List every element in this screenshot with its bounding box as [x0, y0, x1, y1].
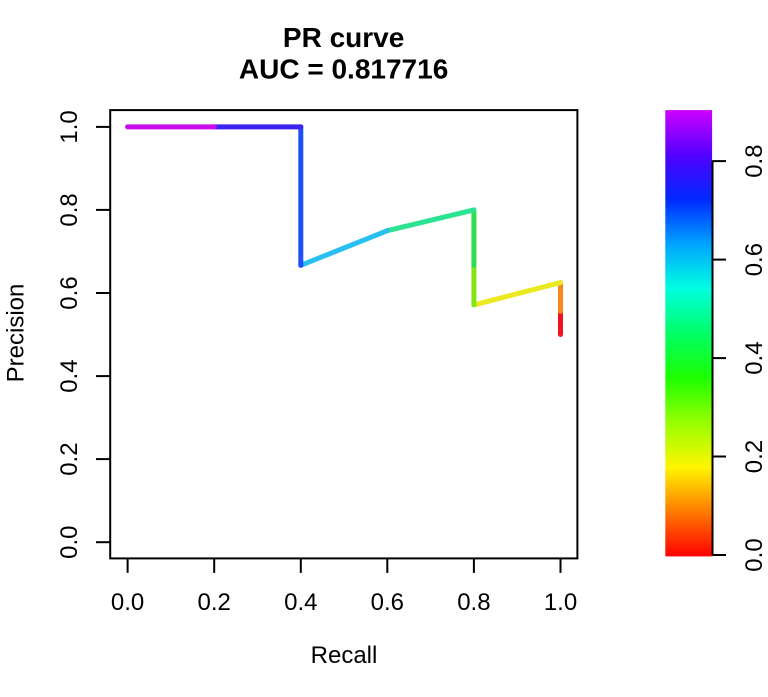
- svg-text:Recall: Recall: [311, 642, 378, 669]
- svg-text:AUC = 0.817716: AUC = 0.817716: [239, 54, 448, 85]
- svg-text:0.2: 0.2: [741, 440, 768, 473]
- svg-text:0.6: 0.6: [741, 243, 768, 276]
- svg-text:PR curve: PR curve: [283, 22, 404, 53]
- svg-text:Precision: Precision: [2, 284, 29, 383]
- svg-text:0.4: 0.4: [741, 341, 768, 374]
- svg-text:0.0: 0.0: [111, 589, 144, 616]
- svg-text:0.8: 0.8: [741, 144, 768, 177]
- svg-text:0.6: 0.6: [56, 276, 83, 309]
- svg-text:0.0: 0.0: [56, 526, 83, 559]
- svg-text:0.2: 0.2: [56, 442, 83, 475]
- svg-text:1.0: 1.0: [544, 589, 577, 616]
- svg-text:0.6: 0.6: [371, 589, 404, 616]
- svg-text:0.2: 0.2: [198, 589, 231, 616]
- svg-text:0.8: 0.8: [457, 589, 490, 616]
- svg-text:0.4: 0.4: [56, 359, 83, 392]
- svg-text:0.0: 0.0: [741, 538, 768, 571]
- svg-text:0.4: 0.4: [284, 589, 317, 616]
- svg-text:0.8: 0.8: [56, 193, 83, 226]
- svg-text:1.0: 1.0: [56, 110, 83, 143]
